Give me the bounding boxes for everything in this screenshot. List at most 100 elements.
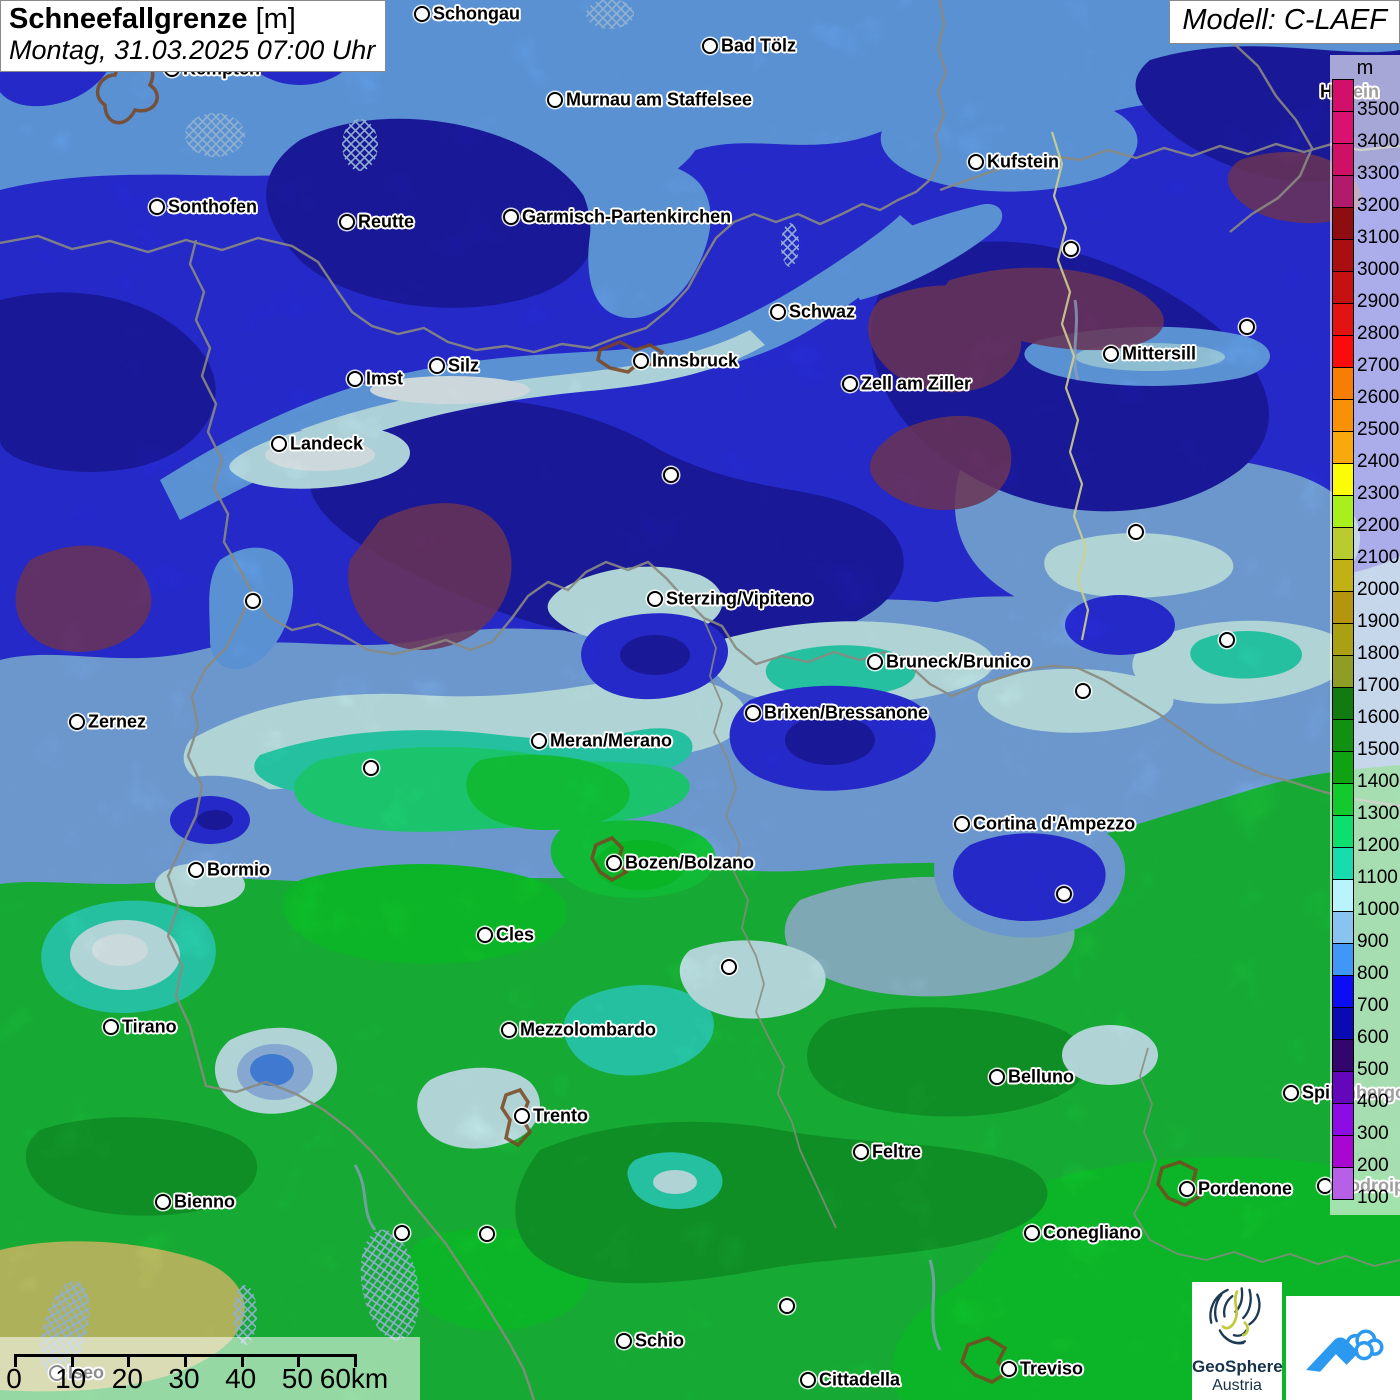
city-label: Bormio [207,859,270,880]
legend-value-label: 3100 [1357,227,1400,248]
city-dot [1075,683,1091,699]
city-dot [745,705,761,721]
scale-tick [184,1354,187,1367]
legend-row: 2500 [1330,399,1400,440]
city-label: Bad Tölz [721,35,796,56]
legend-value-label: 3500 [1357,99,1400,120]
legend-color-swatch [1332,271,1354,304]
legend-color-swatch [1332,751,1354,784]
legend-value-label: 200 [1357,1155,1389,1176]
legend-value-label: 100 [1357,1187,1389,1208]
legend-color-swatch [1332,911,1354,944]
city-label: Murnau am Staffelsee [566,89,753,110]
legend-row: 2300 [1330,463,1400,504]
legend-row: 2800 [1330,303,1400,344]
legend-value-label: 3400 [1357,131,1400,152]
legend-row: 3300 [1330,143,1400,184]
legend-row: 2200 [1330,495,1400,536]
legend-color-swatch [1332,1103,1354,1136]
legend-row: 500 [1330,1039,1400,1080]
city-dot [501,1022,517,1038]
scale-tick [297,1354,301,1367]
city-label: Brixen/Bressanone [764,702,929,723]
city-dot [968,154,984,170]
legend-value-label: 1100 [1357,867,1398,888]
city-label: Zernez [88,711,147,732]
city-dot [954,816,970,832]
legend-row: 2900 [1330,271,1400,312]
legend-value-label: 2800 [1357,323,1400,344]
scale-tick-label: 40 [225,1363,257,1394]
city-dot [842,376,858,392]
legend-row: 900 [1330,911,1400,952]
legend-color-swatch [1332,719,1354,752]
city-label: Mezzolombardo [520,1019,657,1040]
city-dot [1001,1361,1017,1377]
city-dot [245,593,261,609]
city-dot [547,92,563,108]
legend-value-label: 400 [1357,1091,1389,1112]
legend-color-swatch [1332,687,1354,720]
legend-row: 300 [1330,1103,1400,1144]
legend-color-swatch [1332,1135,1354,1168]
legend-value-label: 2400 [1357,451,1400,472]
city-label: Tirano [122,1016,177,1037]
city-dot [188,862,204,878]
legend-color-swatch [1332,655,1354,688]
city-dot [1024,1225,1040,1241]
product-unit: [m] [255,3,296,35]
legend-row: 400 [1330,1071,1400,1112]
city-dot [647,591,663,607]
model-label: Modell: C-LAEF [1169,0,1400,44]
legend-color-swatch [1332,623,1354,656]
legend-row: 3200 [1330,175,1400,216]
legend-row: 1800 [1330,623,1400,664]
city-label: Silz [448,355,480,376]
city-label: Reutte [358,211,415,232]
legend-value-label: 1900 [1357,611,1400,632]
scale-tick-label: 20 [111,1363,143,1394]
legend-row: 1600 [1330,687,1400,728]
legend-value-label: 1500 [1357,739,1400,760]
city-dot [1128,524,1144,540]
city-label: Cles [496,924,535,945]
legend-row: 1500 [1330,719,1400,760]
city-dot [633,353,649,369]
scale-tick-label: 50 [281,1363,313,1394]
city-dot [149,199,165,215]
city-dot [1219,632,1235,648]
legend-color-swatch [1332,1167,1354,1200]
city-dot [477,927,493,943]
legend-color-swatch [1332,1007,1354,1040]
city-dot [1103,346,1119,362]
city-dot [867,654,883,670]
title-box: Schneefallgrenze [m] Montag, 31.03.2025 … [0,0,387,72]
legend-value-label: 2600 [1357,387,1400,408]
page-title: Schneefallgrenze [m] [9,4,375,34]
city-dot [479,1226,495,1242]
city-label: Imst [366,368,404,389]
legend-row: 2400 [1330,431,1400,472]
legend-row: 800 [1330,943,1400,984]
legend-value-label: 2000 [1357,579,1400,600]
city-label: Treviso [1020,1358,1084,1379]
logo-org-text: GeoSphere [1192,1357,1283,1376]
scale-tick-label: 60km [319,1363,389,1394]
legend-color-swatch [1332,463,1354,496]
city-label: Cortina d'Ampezzo [973,813,1136,834]
legend-row: 1000 [1330,879,1400,920]
legend-value-label: 3000 [1357,259,1400,280]
city-label: Bienno [174,1191,235,1212]
city-dot [1056,886,1072,902]
legend-row: 1300 [1330,783,1400,824]
geosphere-logo: GeoSphere Austria [1192,1282,1283,1400]
legend-row: 3400 [1330,111,1400,152]
legend-value-label: 300 [1357,1123,1389,1144]
city-dot [1239,319,1255,335]
city-dot [1179,1181,1195,1197]
scale-tick [70,1354,74,1367]
city-dot [271,436,287,452]
legend-value-label: 3200 [1357,195,1400,216]
legend-value-label: 1800 [1357,643,1400,664]
